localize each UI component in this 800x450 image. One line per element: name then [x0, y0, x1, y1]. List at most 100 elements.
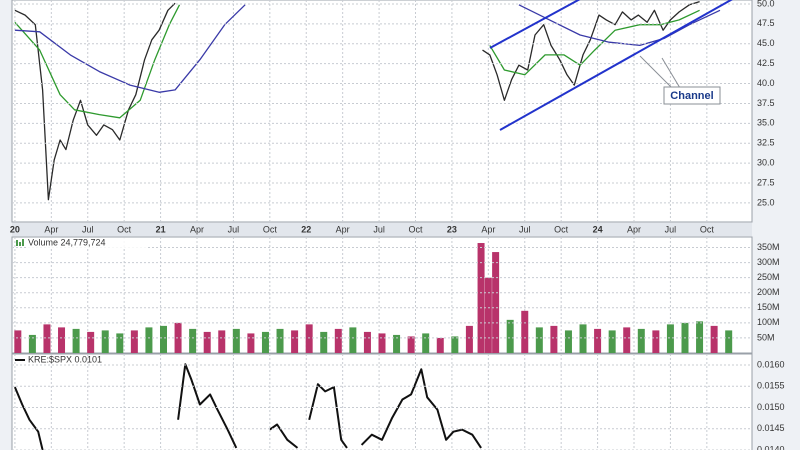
volume-bar [72, 328, 80, 353]
y-tick-label: 40.0 [757, 78, 775, 88]
label-bg [26, 238, 146, 249]
volume-bar [203, 331, 211, 353]
volume-bar [58, 327, 66, 353]
x-tick-label: Apr [190, 224, 204, 234]
ratio-panel [11, 353, 753, 450]
volume-bar [363, 331, 371, 353]
ratio-title: KRE:$SPX 0.0101 [28, 354, 102, 364]
y-tick-label: 30.0 [757, 157, 775, 167]
volume-bar [484, 277, 492, 353]
volume-bar [579, 324, 587, 353]
channel: Channel [489, 0, 733, 131]
volume-bar [608, 330, 616, 353]
y-tick-label: 0.0160 [757, 359, 785, 369]
volume-bar [218, 330, 226, 353]
annotation-box [663, 86, 721, 105]
volume-bar [652, 330, 660, 353]
series-line [14, 4, 700, 119]
y-tick-label: 37.5 [757, 98, 775, 108]
x-tick-label: Jul [82, 224, 94, 234]
volume-bar [465, 325, 473, 353]
x-tick-label: Oct [263, 224, 278, 234]
volume-icon [19, 242, 21, 246]
volume-bar [189, 328, 197, 353]
y-tick-label: 250M [757, 272, 780, 282]
series-line [13, 363, 482, 450]
panel-marks [14, 0, 721, 201]
volume-bar [378, 333, 386, 353]
volume-bar [159, 325, 167, 353]
volume-bar [506, 319, 514, 353]
volume-bar [261, 331, 269, 353]
volume-bar [87, 331, 95, 353]
pointer [639, 55, 673, 89]
volume-bar [451, 336, 459, 353]
volume-bar [130, 330, 138, 353]
volume-bar [276, 328, 284, 353]
volume-bar [320, 331, 328, 353]
volume-bar [477, 243, 485, 353]
x-tick-label: Apr [336, 224, 350, 234]
y-tick-label: 350M [757, 242, 780, 252]
volume-bar [349, 327, 357, 353]
y-tick-label: 150M [757, 302, 780, 312]
volume-bar [247, 333, 255, 353]
x-tick-label: Jul [373, 224, 385, 234]
y-tick-label: 50M [757, 332, 775, 342]
volume-title: Volume 24,779,724 [28, 237, 106, 247]
channel-lower [499, 0, 733, 131]
date-axis-row [12, 223, 752, 236]
price-panel [11, 0, 753, 223]
x-tick-label: 22 [301, 224, 311, 234]
volume-bar [696, 321, 704, 353]
x-tick-label: Apr [44, 224, 58, 234]
volume-bar [436, 337, 444, 353]
y-tick-label: 0.0150 [757, 402, 785, 412]
volume-bar [564, 330, 572, 353]
y-tick-label: 100M [757, 317, 780, 327]
volume-bar [393, 334, 401, 353]
y-tick-label: 47.5 [757, 18, 775, 28]
volume-bar [116, 333, 124, 353]
volume-icon [22, 239, 24, 246]
volume-bar [305, 324, 313, 353]
volume-bar [637, 328, 645, 353]
volume-bar [521, 310, 529, 353]
y-tick-label: 50.0 [757, 0, 775, 8]
x-tick-label: 21 [156, 224, 166, 234]
y-tick-label: 42.5 [757, 58, 775, 68]
x-tick-label: Jul [228, 224, 240, 234]
volume-bar [492, 252, 500, 353]
volume-bar [334, 328, 342, 353]
y-tick-label: 0.0140 [757, 444, 785, 450]
panel-marks [14, 243, 733, 353]
x-tick-label: Oct [117, 224, 132, 234]
x-tick-label: Oct [408, 224, 423, 234]
x-tick-label: Oct [554, 224, 569, 234]
volume-bar [14, 330, 22, 353]
x-tick-label: 23 [447, 224, 457, 234]
x-tick-label: Apr [627, 224, 641, 234]
volume-bar [550, 325, 558, 353]
annotation: Channel [670, 90, 713, 102]
volume-bar [666, 324, 674, 353]
volume-bar [407, 336, 415, 353]
y-tick-label: 32.5 [757, 138, 775, 148]
x-tick-label: Jul [519, 224, 531, 234]
y-tick-label: 0.0155 [757, 381, 785, 391]
x-tick-label: 20 [10, 224, 20, 234]
y-tick-label: 45.0 [757, 38, 775, 48]
volume-bar [28, 334, 36, 353]
x-tick-label: 24 [593, 224, 603, 234]
x-tick-label: Jul [665, 224, 677, 234]
y-tick-label: 27.5 [757, 177, 775, 187]
volume-bar [232, 328, 240, 353]
y-tick-label: 25.0 [757, 197, 775, 207]
volume-bar [145, 327, 153, 353]
y-tick-label: 35.0 [757, 118, 775, 128]
y-tick-label: 0.0145 [757, 423, 785, 433]
plot-layer: 20 Apr Jul Oct 21 Apr Jul Oct 22 Apr Jul Oct 23 Apr Ju… [10, 0, 785, 450]
volume-bar [623, 327, 631, 353]
pointer [661, 57, 681, 89]
